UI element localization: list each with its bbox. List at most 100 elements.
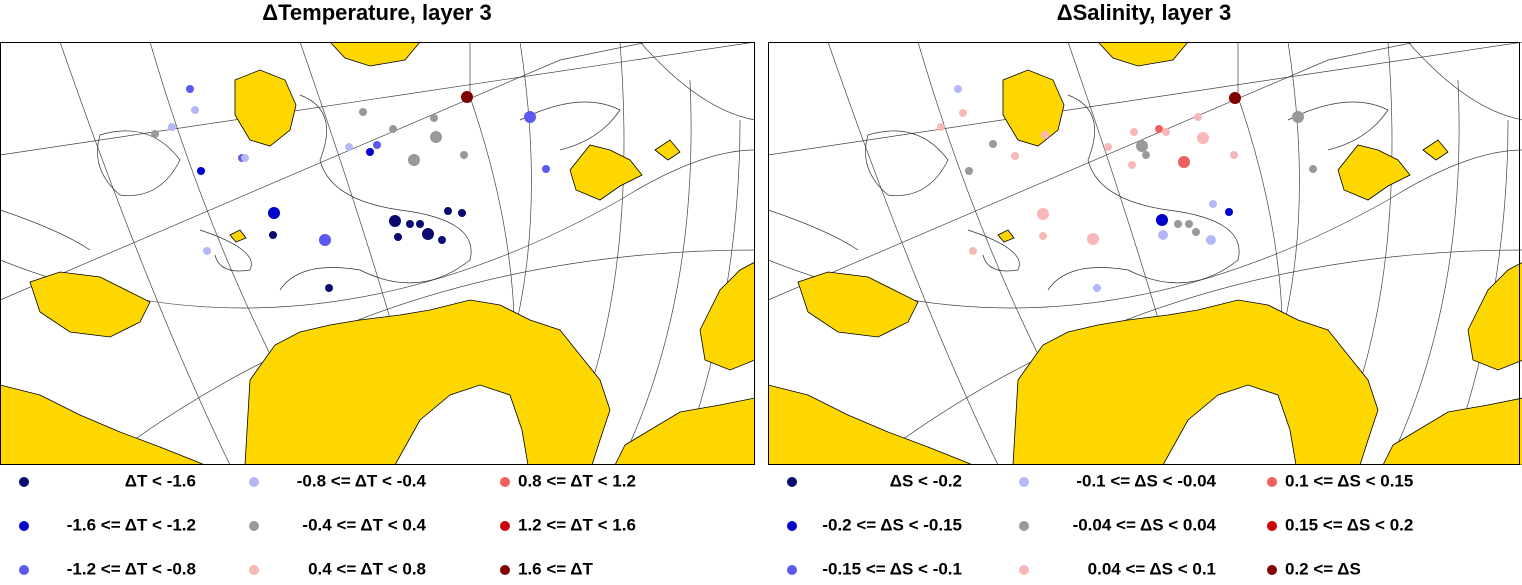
legend-label: 0.2 <= ΔS: [1285, 559, 1361, 578]
observation: [1185, 220, 1193, 228]
observation: [1174, 220, 1182, 228]
observation: [542, 165, 550, 173]
observation: [408, 154, 420, 166]
legend-swatch: [19, 521, 29, 531]
observation: [1156, 214, 1168, 226]
observation: [1128, 161, 1136, 169]
observation: [191, 106, 199, 114]
observation: [1197, 132, 1209, 144]
observation: [389, 215, 401, 227]
observation: [524, 111, 536, 123]
observation: [345, 143, 353, 151]
legend-label: 0.15 <= ΔS < 0.2: [1285, 515, 1413, 534]
observation: [965, 167, 973, 175]
observation: [1192, 228, 1200, 236]
legend-label: ΔS < -0.2: [890, 471, 962, 490]
observation: [1011, 152, 1019, 160]
legend-label: -0.04 <= ΔS < 0.04: [1073, 515, 1217, 534]
observation: [268, 207, 280, 219]
legend-label: -0.2 <= ΔS < -0.15: [822, 515, 962, 534]
observation: [151, 130, 159, 138]
legend-swatch: [19, 565, 29, 575]
legend-swatch: [500, 521, 510, 531]
legend-label: 1.2 <= ΔT < 1.6: [518, 515, 636, 534]
observation: [269, 231, 277, 239]
observation: [389, 125, 397, 133]
observation: [959, 109, 967, 117]
observation: [422, 228, 434, 240]
legend-label: -1.2 <= ΔT < -0.8: [67, 559, 196, 578]
legend-swatch: [787, 477, 797, 487]
legend-swatch: [787, 565, 797, 575]
observation: [319, 234, 331, 246]
legend-swatch: [249, 565, 259, 575]
observation: [186, 85, 194, 93]
legend-swatch: [249, 477, 259, 487]
legend-swatch: [500, 477, 510, 487]
observation: [366, 148, 374, 156]
observation: [197, 167, 205, 175]
legend-swatch: [249, 521, 259, 531]
observation: [1136, 140, 1148, 152]
legend-swatch: [1019, 565, 1029, 575]
observation: [203, 247, 211, 255]
observation: [438, 236, 446, 244]
observation: [458, 209, 466, 217]
observation: [1209, 200, 1217, 208]
observation: [1225, 208, 1233, 216]
observation: [1130, 128, 1138, 136]
observation: [1229, 92, 1241, 104]
observation: [430, 114, 438, 122]
legend-swatch: [19, 477, 29, 487]
observation: [1194, 113, 1202, 121]
observation: [1142, 151, 1150, 159]
observation: [394, 233, 402, 241]
observation: [1104, 143, 1112, 151]
observation: [1158, 230, 1168, 240]
observation: [1309, 165, 1317, 173]
observation: [1087, 233, 1099, 245]
legend-label: 0.8 <= ΔT < 1.2: [518, 471, 636, 490]
legend-swatch: [500, 565, 510, 575]
legend-label: ΔT < -1.6: [125, 471, 196, 490]
observation: [444, 207, 452, 215]
observation: [325, 284, 333, 292]
legend-swatch: [1019, 521, 1029, 531]
observation: [1206, 235, 1216, 245]
observation: [241, 154, 249, 162]
observation: [406, 220, 414, 228]
observation: [1155, 125, 1163, 133]
legend-label: -0.1 <= ΔS < -0.04: [1076, 471, 1216, 490]
observation: [1162, 128, 1170, 136]
observation: [1230, 151, 1238, 159]
panel-title: ΔTemperature, layer 3: [262, 0, 491, 25]
observation: [461, 91, 473, 103]
observation: [937, 123, 945, 131]
observation: [430, 131, 442, 143]
panel-title: ΔSalinity, layer 3: [1057, 0, 1231, 25]
panel-frame: [0, 42, 755, 465]
observation: [359, 108, 367, 116]
observation: [969, 247, 977, 255]
legend-swatch: [1267, 565, 1277, 575]
legend-label: -0.15 <= ΔS < -0.1: [822, 559, 962, 578]
observation: [1093, 284, 1101, 292]
legend-label: 0.4 <= ΔT < 0.8: [308, 559, 426, 578]
panel-frame: [768, 42, 1520, 465]
legend-label: -0.8 <= ΔT < -0.4: [297, 471, 427, 490]
legend-label: 0.04 <= ΔS < 0.1: [1088, 559, 1216, 578]
legend-swatch: [1267, 521, 1277, 531]
observation: [168, 123, 176, 131]
legend-label: -0.4 <= ΔT < 0.4: [302, 515, 426, 534]
observation: [1292, 111, 1304, 123]
basemap: [768, 42, 1522, 465]
legend-swatch: [1267, 477, 1277, 487]
legend-label: 1.6 <= ΔT: [518, 559, 594, 578]
observation: [1037, 208, 1049, 220]
observation: [989, 140, 997, 148]
basemap: [0, 42, 755, 465]
legend-label: 0.1 <= ΔS < 0.15: [1285, 471, 1413, 490]
observation: [954, 85, 962, 93]
legend-swatch: [1019, 477, 1029, 487]
